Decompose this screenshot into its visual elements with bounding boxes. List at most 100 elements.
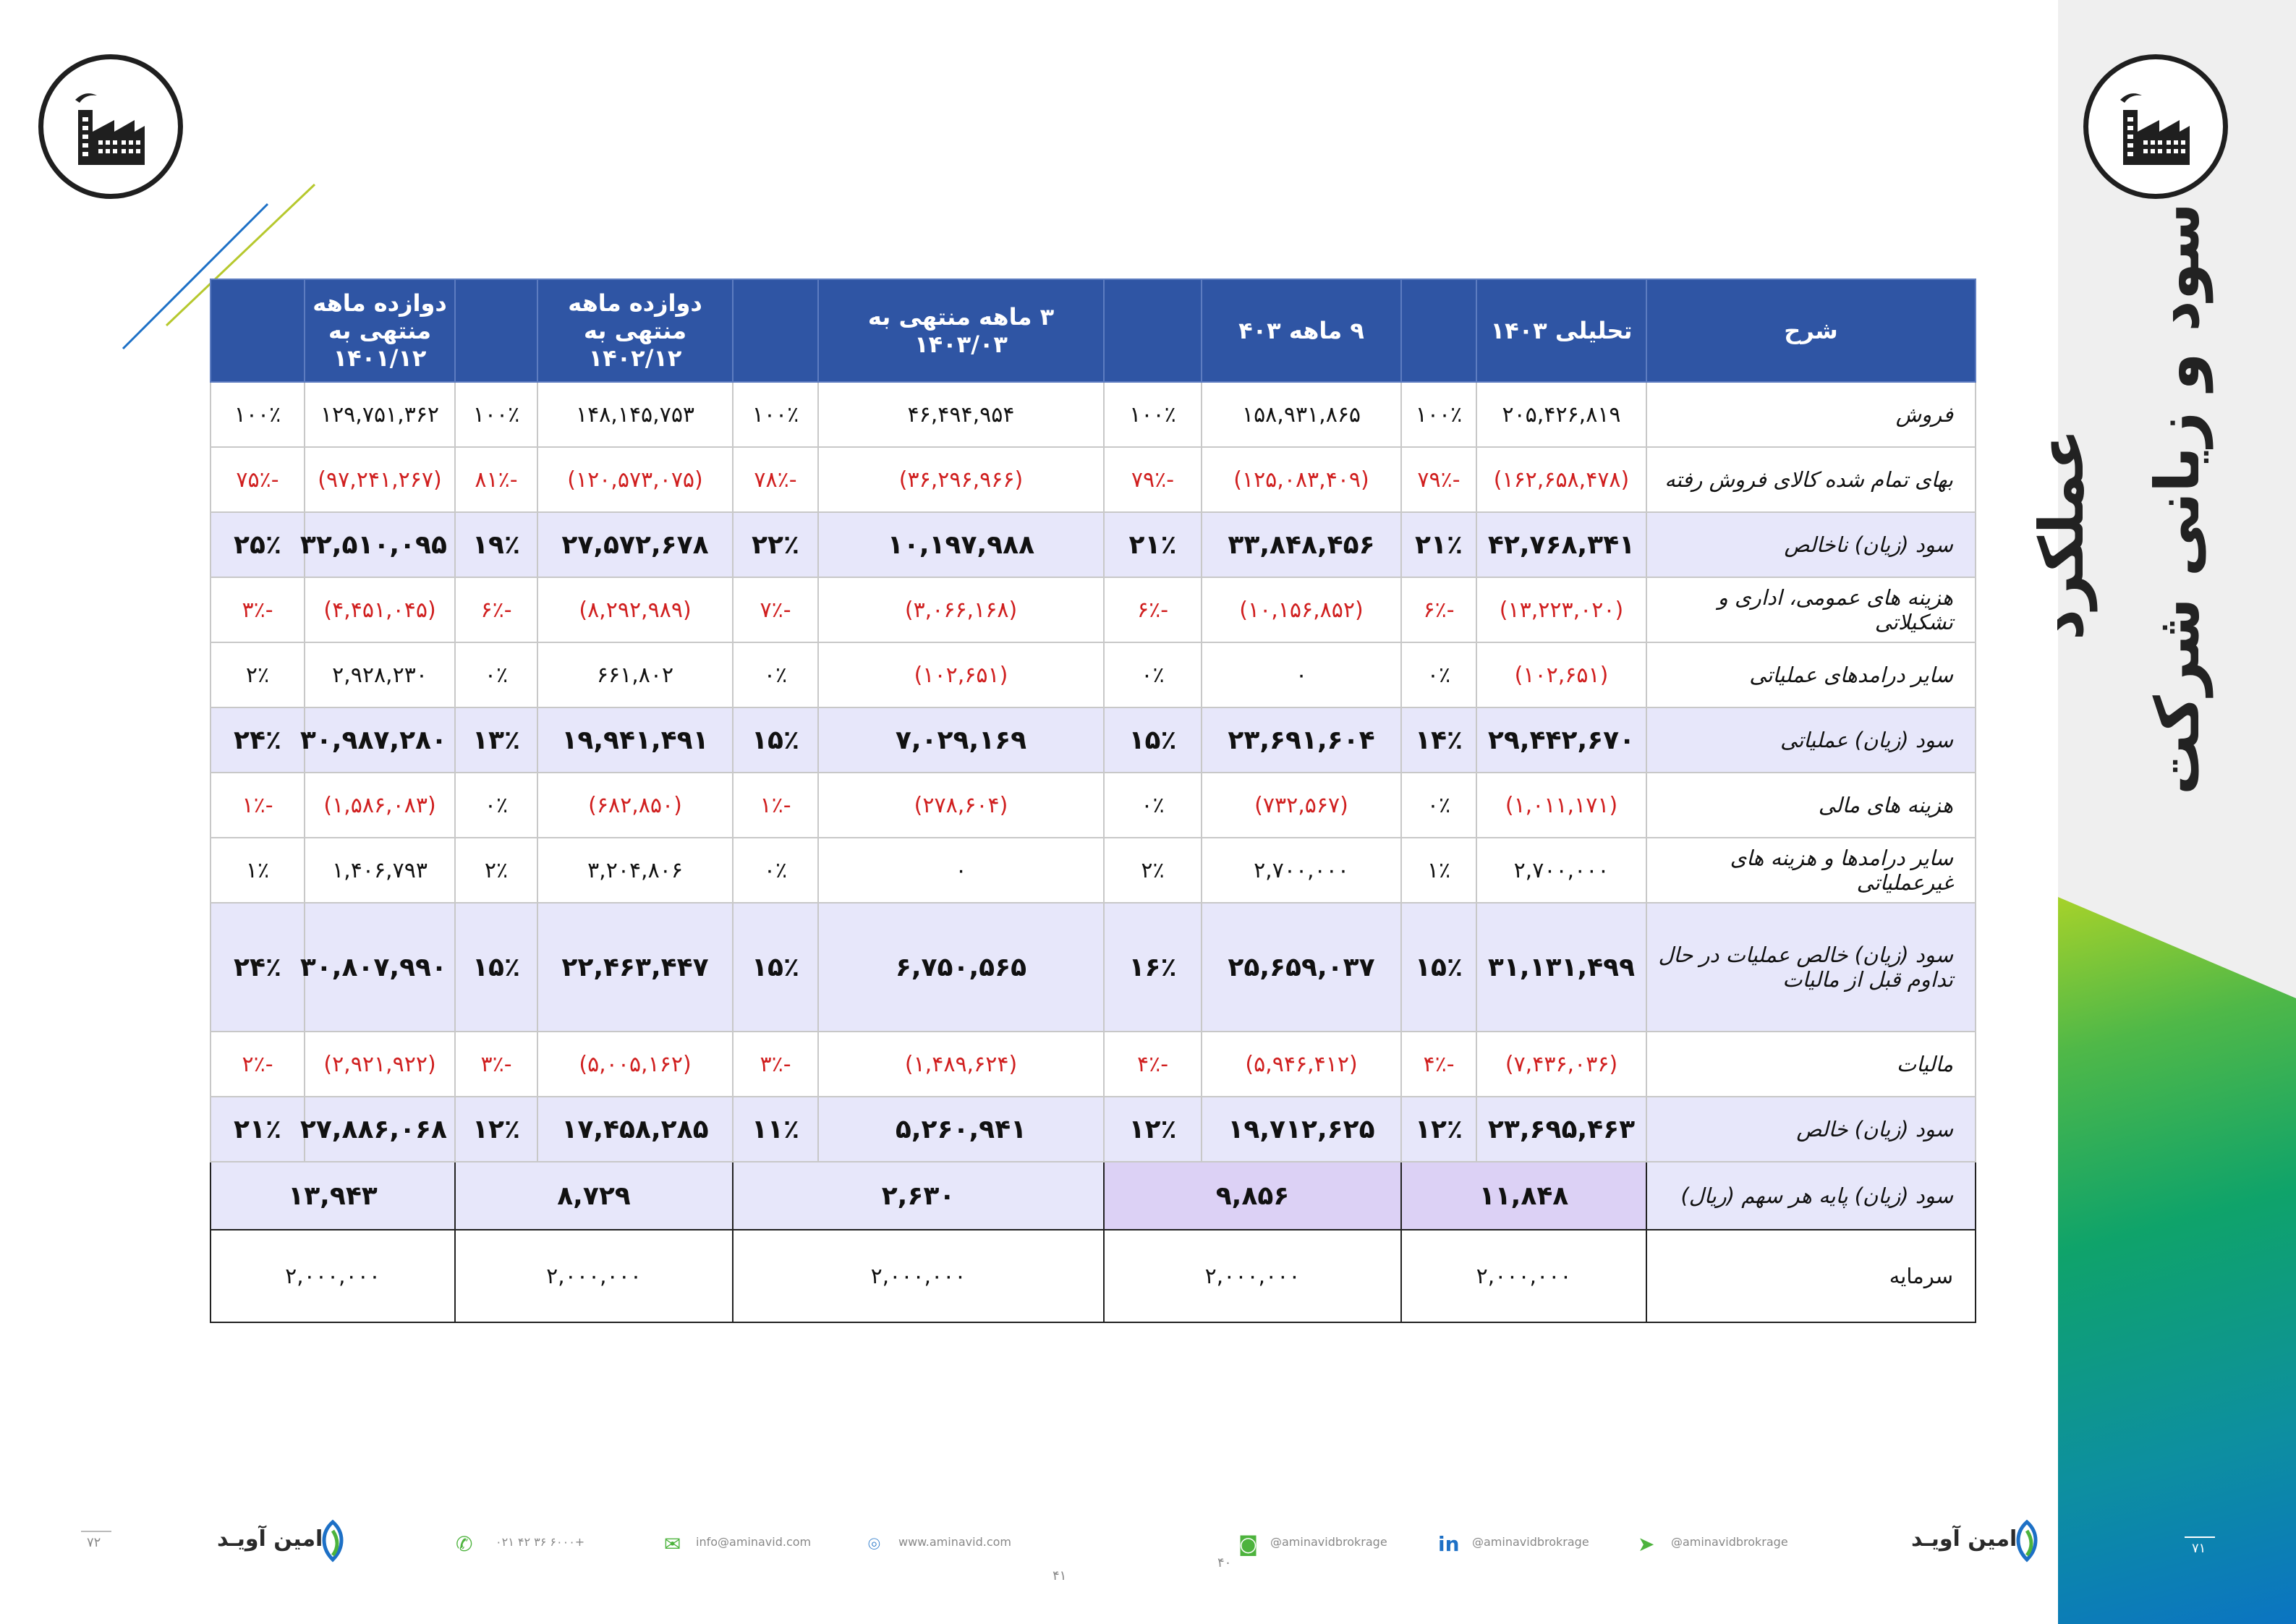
row-value-v1: (۱۳,۲۲۳,۰۲۰)	[1476, 577, 1647, 643]
row-value-v2: ۲۵,۶۵۹,۰۳۷	[1201, 902, 1402, 1032]
table-row: فروش ۲۰۵,۴۲۶,۸۱۹ ۱۰۰٪ ۱۵۸,۹۳۱,۸۶۵ ۱۰۰٪ ۴۶,۴۹۴…	[210, 381, 1976, 448]
row-value-v1: ۲۰۵,۴۲۶,۸۱۹	[1476, 381, 1647, 448]
row-percent-p2: ۲٪	[1103, 837, 1202, 904]
row-percent-p1: ۱٪	[1400, 837, 1477, 904]
row-percent-p3: ۱۵٪	[732, 707, 819, 773]
row-percent-p2: ۱۲٪	[1103, 1096, 1202, 1162]
page-number-right-rule	[2185, 1536, 2215, 1538]
row-value-v4: ۲۷,۵۷۲,۶۷۸	[537, 511, 734, 578]
brand-right: امین آویـد	[1911, 1526, 2017, 1552]
section-title-line2: عملکرد	[2026, 428, 2097, 641]
page-number-mid1: ۴۱	[1053, 1568, 1067, 1583]
header-col5-line3: ۱۴۰۱/۱۲	[333, 344, 427, 372]
brand-leaf-icon	[322, 1519, 344, 1563]
footer-linkedin[interactable]: @aminavidbrokrage	[1472, 1535, 1589, 1549]
eps-value-col5: ۱۳,۹۴۳	[210, 1161, 456, 1230]
row-percent-p1: ۱۰۰٪	[1400, 381, 1477, 448]
row-percent-p1: -۷۹٪	[1400, 446, 1477, 513]
row-percent-p2: -۷۹٪	[1103, 446, 1202, 513]
table-row: سایر درامدهای عملیاتی (۱۰۲,۶۵۱) ۰٪ ۰ ۰٪ (۱۰۲,…	[210, 642, 1976, 708]
row-percent-p3: -۱٪	[732, 772, 819, 838]
row-value-v5: ۳۲,۵۱۰,۰۹۵	[300, 511, 456, 578]
row-label: سود (زیان) ناخالص	[1646, 511, 1976, 578]
row-label: هزینه های مالی	[1646, 772, 1976, 838]
table-row: بهای تمام شده کالای فروش رفته (۱۶۲,۶۵۸,۴۷…	[210, 446, 1976, 513]
row-percent-p1: ۰٪	[1400, 772, 1477, 838]
footer-phone[interactable]: ۰۲۱ ۴۲ ۳۶ ۶۰۰۰+	[496, 1535, 585, 1549]
linkedin-icon: in	[1438, 1532, 1460, 1556]
row-value-v4: ۶۶۱,۸۰۲	[537, 642, 734, 708]
footer-email[interactable]: info@aminavid.com	[696, 1535, 812, 1549]
row-percent-p1: ۱۲٪	[1400, 1096, 1477, 1162]
eps-row: سود (زیان) پایه هر سهم (ریال) ۱۱,۸۴۸ ۹,۸…	[210, 1161, 1976, 1230]
row-value-v1: ۲۹,۴۴۲,۶۷۰	[1476, 707, 1647, 773]
row-value-v1: ۳۱,۱۳۱,۴۹۹	[1476, 902, 1647, 1032]
row-percent-p5: -۷۵٪	[210, 446, 305, 513]
footer-website[interactable]: www.aminavid.com	[898, 1535, 1011, 1549]
row-percent-p3: -۷٪	[732, 577, 819, 643]
row-percent-p4: ۱۳٪	[454, 707, 538, 773]
row-value-v2: (۱۲۵,۰۸۳,۴۰۹)	[1201, 446, 1402, 513]
row-value-v4: ۱۷,۴۵۸,۲۸۵	[537, 1096, 734, 1162]
row-value-v3: (۱۰۲,۶۵۱)	[817, 642, 1105, 708]
row-percent-p5: -۲٪	[210, 1031, 305, 1097]
row-percent-p3: -۳٪	[732, 1031, 819, 1097]
table-row: مالیات (۷,۴۳۶,۰۳۶) -۴٪ (۵,۹۴۶,۴۱۲) -۴٪ (۱,۴۸۹…	[210, 1031, 1976, 1097]
table-row: سود (زیان) ناخالص ۴۲,۷۶۸,۳۴۱ ۲۱٪ ۳۳,۸۴۸,۴۵۶…	[210, 511, 1976, 578]
mouse-icon: ⌾	[868, 1532, 880, 1556]
row-value-v5: ۱,۴۰۶,۷۹۳	[304, 837, 456, 904]
header-col4-pct	[454, 279, 538, 383]
header-col3-pct	[732, 279, 819, 383]
row-value-v2: ۲,۷۰۰,۰۰۰	[1201, 837, 1402, 904]
footer-telegram[interactable]: @aminavidbrokrage	[1671, 1535, 1788, 1549]
row-value-v1: (۷,۴۳۶,۰۳۶)	[1476, 1031, 1647, 1097]
row-percent-p4: ۱۵٪	[454, 902, 538, 1032]
row-percent-p1: ۱۴٪	[1400, 707, 1477, 773]
brand-left: امین آویـد	[217, 1526, 323, 1552]
row-value-v5: ۲۷,۸۸۶,۰۶۸	[300, 1096, 456, 1162]
header-col2-pct	[1103, 279, 1202, 383]
row-value-v3: (۱,۴۸۹,۶۲۴)	[817, 1031, 1105, 1097]
row-percent-p4: -۶٪	[454, 577, 538, 643]
row-value-v2: (۵,۹۴۶,۴۱۲)	[1201, 1031, 1402, 1097]
factory-logo-right	[2083, 54, 2228, 199]
row-percent-p2: -۶٪	[1103, 577, 1202, 643]
row-percent-p5: ۱٪	[210, 837, 305, 904]
header-col5-pct	[210, 279, 305, 383]
brand-leaf-icon	[2016, 1519, 2038, 1563]
row-value-v4: (۶۸۲,۸۵۰)	[537, 772, 734, 838]
row-percent-p3: -۷۸٪	[732, 446, 819, 513]
factory-icon	[75, 93, 145, 165]
phone-icon: ✆	[456, 1532, 473, 1556]
row-percent-p4: ۰٪	[454, 642, 538, 708]
table-header-row: شرح تحلیلی ۱۴۰۳ ۹ ماهه ۴۰۳ ۳ ماهه منتهی …	[210, 279, 1976, 383]
row-percent-p2: ۰٪	[1103, 642, 1202, 708]
row-value-v2: (۷۳۲,۵۶۷)	[1201, 772, 1402, 838]
instagram-icon: ◙	[1238, 1532, 1259, 1556]
row-percent-p2: ۱۵٪	[1103, 707, 1202, 773]
row-value-v5: (۱,۵۸۶,۰۸۳)	[304, 772, 456, 838]
row-value-v2: (۱۰,۱۵۶,۸۵۲)	[1201, 577, 1402, 643]
row-percent-p4: -۸۱٪	[454, 446, 538, 513]
row-value-v3: ۱۰,۱۹۷,۹۸۸	[817, 511, 1105, 578]
row-value-v4: (۵,۰۰۵,۱۶۲)	[537, 1031, 734, 1097]
footer-instagram[interactable]: @aminavidbrokrage	[1270, 1535, 1387, 1549]
page-number-mid2: ۴۰	[1217, 1555, 1232, 1570]
row-percent-p3: ۰٪	[732, 642, 819, 708]
row-percent-p1: -۴٪	[1400, 1031, 1477, 1097]
factory-icon	[2120, 93, 2190, 165]
row-label: سایر درامدها و هزینه های غیرعملیاتی	[1646, 837, 1976, 904]
row-label: سایر درامدهای عملیاتی	[1646, 642, 1976, 708]
capital-value-col4: ۲,۰۰۰,۰۰۰	[454, 1229, 734, 1323]
header-col1: تحلیلی ۱۴۰۳	[1476, 279, 1647, 383]
decorative-lines	[122, 183, 316, 350]
row-value-v3: ۴۶,۴۹۴,۹۵۴	[817, 381, 1105, 448]
row-percent-p2: ۰٪	[1103, 772, 1202, 838]
row-percent-p2: ۱۰۰٪	[1103, 381, 1202, 448]
row-label: هزینه های عمومی، اداری و تشکیلاتی	[1646, 577, 1976, 643]
header-col4-line1: دوازده ماهه منتهی به	[568, 289, 702, 344]
capital-value-col1: ۲,۰۰۰,۰۰۰	[1400, 1229, 1647, 1323]
row-value-v1: (۱۰۲,۶۵۱)	[1476, 642, 1647, 708]
row-percent-p2: -۴٪	[1103, 1031, 1202, 1097]
row-percent-p5: ۱۰۰٪	[210, 381, 305, 448]
